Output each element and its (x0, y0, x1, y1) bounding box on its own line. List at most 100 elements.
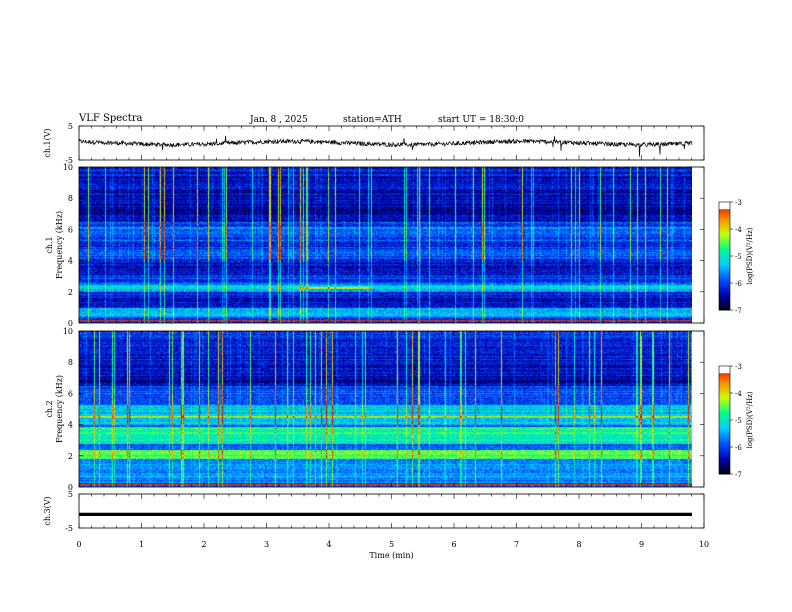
ch2-spectrogram-colorbar-cell (719, 423, 730, 426)
ch1-spectrogram-colorbar-cell (719, 227, 730, 230)
x-tick-label: 0 (76, 540, 81, 549)
ch2-spectrogram-colorbar-cell (719, 375, 730, 378)
ch2-spectrogram-colorbar-cell (719, 385, 730, 389)
ch2-spectrogram-colorbar-cell (719, 389, 730, 392)
ch1-spectrogram-colorbar-cell (719, 239, 730, 243)
ch1-spectrogram-colorbar-label-text: log(PSD)(V²/Hz) (746, 227, 754, 284)
ch2-spectrogram-colorbar-cell (719, 405, 730, 408)
ch1-spectrogram-colorbar-cell (719, 301, 730, 304)
ch1-spectrogram-colorbar-cell (719, 221, 730, 225)
ch2-spectrogram-colorbar-cell (719, 421, 730, 425)
ch2-spectrogram-colorbar-cell (719, 429, 730, 432)
ch2-spectrogram-colorbar-cell (719, 465, 730, 468)
ch1-spectrogram-colorbar-cell (719, 304, 730, 307)
station-label: station=ATH (343, 115, 402, 125)
ch2-spectrogram-ylabel-text: Frequency (kHz) (55, 375, 64, 443)
ch1-spectrogram-colorbar-cell (719, 286, 730, 289)
x-tick-label: 4 (326, 540, 331, 549)
ch1-spectrogram-ytick-label: 2 (68, 288, 73, 297)
ch1-spectrogram-colorbar-cell (719, 292, 730, 295)
ch1-spectrogram-colorbar-cell (719, 243, 730, 246)
ch2-spectrogram-colorbar-cell (719, 432, 730, 435)
ch2-spectrogram-ylabel: ch.2 Frequency (kHz) (45, 375, 64, 443)
ch2-spectrogram-colorbar-cell (719, 412, 730, 416)
ch1-spectrogram-colorbar-tick-label: -4 (735, 226, 742, 234)
x-tick-label: 10 (699, 540, 709, 549)
ch1-spectrogram-colorbar-cell (719, 245, 730, 248)
ch1-waveform-ylabel-text: ch.1(V) (43, 128, 52, 157)
ch2-spectrogram-colorbar-cell (719, 448, 730, 452)
ch2-spectrogram-colorbar-cell (719, 466, 730, 470)
ch1-spectrogram-ytick-label: 6 (68, 225, 73, 234)
x-tick-label: 9 (639, 540, 644, 549)
x-tick-label: 8 (576, 540, 581, 549)
ch1-spectrogram-colorbar-cell (719, 223, 730, 226)
ch2-spectrogram-colorbar-cell (719, 367, 730, 371)
ch1-spectrogram-colorbar-cell (719, 293, 730, 297)
ch2-spectrogram-colorbar-cell (719, 445, 730, 448)
ch1-spectrogram-colorbar-cell (719, 266, 730, 270)
x-tick-label: 3 (264, 540, 269, 549)
ch2-spectrogram-colorbar-cell (719, 407, 730, 410)
ch1-spectrogram-colorbar-cell (719, 274, 730, 277)
ch2-spectrogram-colorbar-cell (719, 427, 730, 430)
ch2-spectrogram-colorbar-cell (719, 420, 730, 423)
ch2-spectrogram-colorbar-cell (719, 400, 730, 403)
ch3-waveform-ytick-label: 5 (68, 490, 73, 499)
ch2-spectrogram-colorbar-cell (719, 403, 730, 407)
ch1-spectrogram-ytick-label: 10 (63, 163, 73, 172)
ch2-spectrogram-colorbar-cell (719, 402, 730, 405)
ch2-spectrogram-colorbar-cell (719, 470, 730, 473)
ch1-spectrogram-colorbar-cell (719, 263, 730, 266)
ch1-spectrogram-colorbar-cell (719, 254, 730, 257)
ch2-spectrogram-colorbar-cell (719, 461, 730, 464)
ch2-spectrogram-colorbar-cell (719, 441, 730, 444)
ch1-spectrogram-colorbar-cell (719, 232, 730, 235)
ch2-spectrogram-colorbar-cell (719, 418, 730, 421)
ch1-spectrogram-ylabel-text: Frequency (kHz) (55, 211, 64, 279)
ch2-spectrogram-colorbar-cell (719, 398, 730, 401)
ch2-spectrogram-colorbar-cell (719, 468, 730, 471)
ch2-spectrogram-colorbar-cell (719, 409, 730, 412)
ch1-spectrogram-colorbar-cell (719, 306, 730, 309)
ch2-spectrogram-colorbar-cell (719, 434, 730, 437)
ch1-spectrogram-colorbar-cell (719, 275, 730, 279)
ch2-spectrogram-colorbar-cell (719, 450, 730, 453)
ch1-spectrogram-colorbar-cell (719, 230, 730, 234)
ch2-spectrogram-colorbar-cell (719, 396, 730, 399)
ch2-spectrogram-colorbar-cell (719, 454, 730, 457)
ch1-spectrogram-colorbar-cell (719, 205, 730, 208)
ch1-spectrogram-colorbar-cell (719, 257, 730, 261)
ch3-waveform-ylabel-text: ch.3(V) (43, 496, 52, 525)
ch2-spectrogram-colorbar-tick-label: -3 (735, 363, 742, 371)
ch1-spectrogram-colorbar-cell (719, 211, 730, 214)
ch2-spectrogram-colorbar-cell (719, 447, 730, 450)
ch1-spectrogram-colorbar-cell (719, 238, 730, 241)
ch2-spectrogram-colorbar-label-text: log(PSD)(V²/Hz) (746, 391, 754, 448)
ch1-spectrogram-colorbar-cell (719, 259, 730, 262)
ch2-spectrogram-colorbar-tick-label: -6 (735, 444, 742, 452)
ch1-spectrogram-colorbar-cell (719, 284, 730, 288)
ch3-waveform-ylabel: ch.3(V) (43, 496, 52, 525)
ch3-waveform-frame (78, 493, 705, 529)
ch1-spectrogram-colorbar-cell (719, 268, 730, 271)
ch2-spectrogram-colorbar-cell (719, 371, 730, 374)
ch2-spectrogram-colorbar-cell (719, 378, 730, 381)
ch1-spectrogram-colorbar-cell (719, 302, 730, 306)
ch1-spectrogram-colorbar-tick-label: -6 (735, 280, 742, 288)
ch1-spectrogram-colorbar-cell (719, 207, 730, 210)
ch1-spectrogram-ylabel-text: ch.1 (45, 236, 54, 253)
ch1-spectrogram-colorbar-cell (719, 202, 730, 205)
ch2-spectrogram-colorbar-cell (719, 369, 730, 372)
ch2-spectrogram-ytick-label: 10 (63, 327, 73, 336)
ch2-spectrogram-colorbar-cell (719, 436, 730, 439)
ch1-spectrogram-colorbar-cell (719, 250, 730, 253)
ch2-spectrogram-colorbar-label: log(PSD)(V²/Hz) (746, 391, 754, 448)
ch2-spectrogram-colorbar-cell (719, 391, 730, 394)
ch2-spectrogram-colorbar-cell (719, 457, 730, 461)
ch2-spectrogram-colorbar-cell (719, 439, 730, 443)
ch2-spectrogram-colorbar-cell (719, 394, 730, 398)
ch1-spectrogram-colorbar-cell (719, 281, 730, 284)
ch1-spectrogram-ytick-label: 0 (68, 319, 73, 328)
